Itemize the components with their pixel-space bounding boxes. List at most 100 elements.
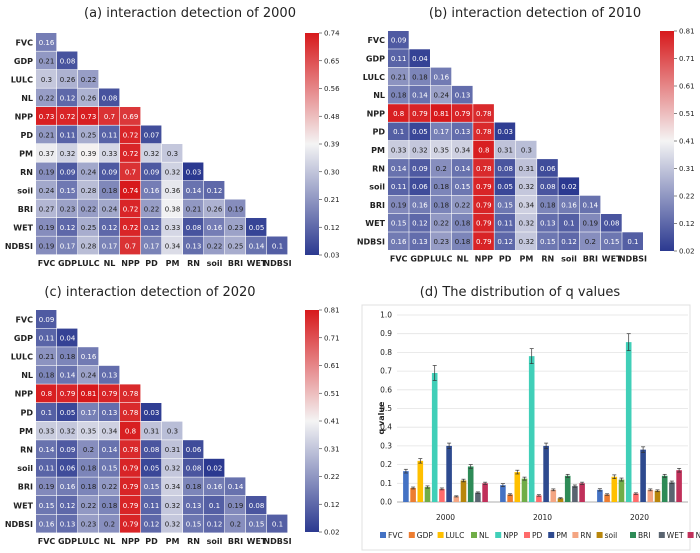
row-label-soil: soil <box>17 464 33 473</box>
col-label-pm: PM <box>166 537 180 546</box>
heatmap-cell <box>388 67 409 86</box>
cell-value: 0.12 <box>207 187 223 195</box>
cell-value: 0.27 <box>39 205 55 213</box>
heatmap-cell <box>430 232 452 250</box>
legend-label-ndbsi: NDBSI <box>696 531 700 540</box>
col-label-fvc: FVC <box>38 259 56 268</box>
cell-value: 0.19 <box>39 483 55 491</box>
cell-value: 0.2 <box>585 238 596 246</box>
cell-value: 0.19 <box>583 220 599 228</box>
heatmap-cell <box>120 125 141 144</box>
panel-b-title: (b) interaction detection of 2010 <box>429 6 641 21</box>
heatmap-cell <box>558 195 580 214</box>
bar-pm <box>640 449 646 502</box>
heatmap-cell <box>120 421 141 440</box>
heatmap-cell <box>78 125 99 144</box>
y-axis-label: q value <box>377 401 386 435</box>
col-label-fvc: FVC <box>38 537 56 546</box>
heatmap-cell <box>120 384 141 403</box>
heatmap-cell <box>141 181 162 199</box>
heatmap-cell <box>579 232 601 250</box>
bar-lulc <box>611 476 618 502</box>
cell-value: 0.07 <box>144 131 160 139</box>
legend-label-npp: NPP <box>503 531 518 540</box>
cell-value: 0.72 <box>60 113 76 121</box>
heatmap-cell <box>36 403 57 421</box>
colorbar-tick-label: 0.71 <box>324 334 340 342</box>
y-tick-label: 0.8 <box>380 348 392 357</box>
cell-value: 0.09 <box>60 168 76 176</box>
heatmap-cell <box>225 236 246 255</box>
colorbar-tick-label: 0.22 <box>679 193 695 201</box>
heatmap-cell <box>78 496 99 514</box>
heatmap-cell <box>57 51 78 70</box>
heatmap-cell <box>225 496 246 514</box>
cell-value: 0.31 <box>497 146 513 154</box>
cell-value: 0.11 <box>497 220 513 228</box>
col-label-pm: PM <box>520 255 534 264</box>
cell-value: 0.22 <box>433 220 449 228</box>
heatmap-cell <box>204 199 225 218</box>
heatmap-row-labels: FVC GDP LULC NL NPP PD PM RN soil BRI WET NDBSI <box>5 315 34 529</box>
row-label-lulc: LULC <box>11 75 33 84</box>
heatmap-cell <box>57 236 78 255</box>
heatmap-cell <box>204 477 225 496</box>
cell-value: 0.15 <box>249 520 265 528</box>
cell-value: 0.09 <box>39 316 55 324</box>
bar-nl <box>521 478 528 502</box>
heatmap-cell <box>99 514 120 533</box>
heatmap-cell <box>537 177 558 196</box>
heatmap-cell <box>57 384 78 403</box>
bar-pm <box>543 445 549 502</box>
cell-value: 0.31 <box>519 165 535 173</box>
bar-pd <box>633 493 639 502</box>
cell-value: 0.16 <box>39 520 55 528</box>
heatmap-cell <box>36 496 57 514</box>
panel-c-title: (c) interaction detection of 2020 <box>44 285 255 300</box>
cell-value: 0.03 <box>186 168 202 176</box>
heatmap-cell <box>388 177 409 196</box>
cell-value: 0.15 <box>455 183 471 191</box>
row-label-nl: NL <box>21 94 33 103</box>
heatmap-cell <box>388 159 409 177</box>
cell-value: 0.79 <box>60 390 76 398</box>
bar-wet <box>475 492 481 502</box>
cell-value: 0.12 <box>102 224 118 232</box>
heatmap-cell <box>473 232 494 250</box>
row-label-pd: PD <box>20 408 33 417</box>
row-label-pd: PD <box>20 131 33 140</box>
bar-fvc <box>597 489 603 502</box>
y-gridlines <box>397 314 688 503</box>
cell-value: 0.03 <box>144 409 160 417</box>
cell-value: 0.08 <box>497 165 513 173</box>
heatmap-cell <box>36 33 57 51</box>
cell-value: 0.16 <box>144 187 160 195</box>
heatmap-cell <box>141 477 162 496</box>
cell-value: 0.1 <box>272 520 283 528</box>
cell-value: 0.32 <box>60 427 76 435</box>
cell-value: 0.7 <box>104 113 115 121</box>
bar-npp <box>625 342 632 502</box>
cell-value: 0.1 <box>563 220 574 228</box>
heatmap-cell <box>36 181 57 199</box>
row-label-pm: PM <box>19 149 33 158</box>
cell-value: 0.24 <box>39 187 55 195</box>
legend-swatch-bri <box>630 532 636 538</box>
heatmap-cell <box>409 122 430 141</box>
heatmap-cell <box>183 477 204 496</box>
cell-value: 0.32 <box>144 150 160 158</box>
cell-value: 0.21 <box>39 131 55 139</box>
heatmap-cell <box>36 458 57 477</box>
row-label-ndbsi: NDBSI <box>5 242 33 251</box>
heatmap-cell <box>622 232 643 250</box>
heatmap-cell <box>57 421 78 440</box>
heatmap-cell <box>409 49 430 67</box>
heatmap-cell <box>99 218 120 236</box>
col-label-nl: NL <box>104 537 116 546</box>
row-label-gdp: GDP <box>14 57 33 66</box>
bar-nl <box>618 479 625 502</box>
heatmap-cell <box>558 214 580 232</box>
row-label-rn: RN <box>20 168 33 177</box>
heatmap-cell <box>57 181 78 199</box>
col-label-lulc: LULC <box>430 255 452 264</box>
